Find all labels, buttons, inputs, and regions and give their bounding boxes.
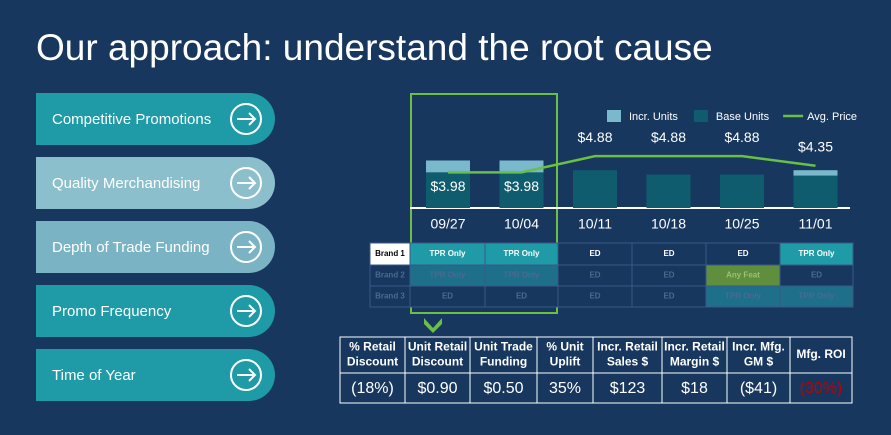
lever-label: Depth of Trade Funding	[52, 239, 210, 256]
promo-label: ED	[811, 271, 822, 280]
metric-header: Incr. Retail	[597, 340, 658, 354]
promo-label: ED	[589, 249, 600, 258]
metric-value: $18	[681, 380, 708, 397]
arrow-circle	[230, 103, 262, 135]
promo-label: TPR Only	[429, 271, 466, 280]
slide-title: Our approach: understand the root cause	[36, 27, 713, 68]
promo-label: ED	[589, 292, 600, 301]
promo-label: ED	[589, 271, 600, 280]
metric-value: $0.50	[483, 380, 523, 397]
arrow-icon	[237, 176, 257, 190]
metric-header: Unit Trade	[474, 340, 533, 354]
bar	[793, 175, 838, 208]
lever-label: Promo Frequency	[52, 303, 172, 320]
promo-label: TPR Only	[429, 249, 466, 258]
metric-header: Mfg. ROI	[796, 347, 845, 361]
brand-name: Brand 1	[375, 249, 405, 258]
price-label: $4.35	[798, 138, 833, 154]
metric-value: (18%)	[351, 380, 394, 397]
price-label: $4.88	[651, 129, 686, 145]
metric-header: Discount	[347, 355, 398, 369]
promo-label: TPR Only	[798, 249, 835, 258]
lever-button[interactable]	[36, 285, 275, 337]
arrow-circle	[230, 295, 262, 327]
arrow-circle	[230, 359, 262, 391]
bar	[499, 172, 544, 208]
brand-name: Brand 3	[375, 292, 405, 301]
x-tick-label: 11/01	[799, 216, 833, 232]
metric-header: Unit Retail	[408, 340, 467, 354]
price-line	[448, 154, 816, 174]
metric-header: Incr. Mfg.	[732, 340, 785, 354]
metric-header: Incr. Retail	[664, 340, 725, 354]
promo-label: Any Feat	[726, 271, 760, 280]
bar	[426, 160, 470, 173]
legend-swatch	[607, 110, 621, 122]
bar	[720, 174, 764, 208]
lever-button[interactable]	[36, 349, 275, 401]
metrics-frame	[339, 336, 853, 404]
bar	[499, 160, 544, 173]
lever-button[interactable]	[36, 157, 275, 209]
price-label: $4.88	[724, 129, 759, 145]
metric-value: $123	[610, 380, 646, 397]
lever-button[interactable]	[36, 93, 275, 145]
arrow-icon	[237, 368, 257, 382]
price-label: $3.98	[504, 178, 539, 194]
arrow-circle	[230, 231, 262, 263]
bar	[646, 174, 691, 208]
price-label: $4.88	[577, 129, 612, 145]
legend-label: Avg. Price	[807, 111, 857, 123]
promo-cell	[779, 285, 854, 308]
legend-swatch	[693, 110, 708, 122]
arrow-icon	[237, 112, 257, 126]
metric-header: % Retail	[349, 340, 396, 354]
metric-header: Margin $	[670, 355, 720, 369]
lever-label: Competitive Promotions	[52, 111, 211, 128]
promo-label: ED	[663, 292, 674, 301]
bar	[573, 170, 617, 208]
metric-value: (30%)	[800, 380, 843, 397]
legend-label: Incr. Units	[629, 111, 678, 123]
bar	[793, 170, 838, 176]
metric-header: Discount	[412, 355, 463, 369]
metric-value: 35%	[549, 380, 581, 397]
x-tick-label: 09/27	[430, 216, 465, 232]
lever-button[interactable]	[36, 221, 275, 273]
promo-label: TPR Only	[503, 249, 540, 258]
metric-header: GM $	[744, 355, 774, 369]
promo-label: TPR Only	[725, 292, 762, 301]
metric-header: Funding	[480, 355, 527, 369]
legend-label: Base Units	[716, 111, 770, 123]
metric-header: Sales $	[607, 355, 649, 369]
highlight-box	[410, 93, 558, 314]
promo-label: ED	[737, 249, 748, 258]
promo-label: ED	[516, 292, 527, 301]
lever-label: Time of Year	[52, 367, 136, 384]
metric-value: ($41)	[740, 380, 777, 397]
arrow-icon	[237, 240, 257, 254]
price-label: $3.98	[430, 178, 465, 194]
x-tick-label: 10/11	[578, 216, 612, 232]
arrow-icon	[237, 304, 257, 318]
x-tick-label: 10/18	[651, 216, 686, 232]
promo-label: ED	[442, 292, 453, 301]
lever-label: Quality Merchandising	[52, 175, 200, 192]
metric-value: $0.90	[417, 380, 457, 397]
promo-label: TPR Only	[503, 271, 540, 280]
chevron	[424, 318, 442, 333]
arrow-circle	[230, 167, 262, 199]
x-tick-label: 10/04	[504, 216, 539, 232]
brand-name: Brand 2	[375, 271, 405, 280]
promo-label: TPR Only	[798, 292, 835, 301]
promo-label: ED	[663, 249, 674, 258]
bar	[426, 172, 470, 208]
promo-label: ED	[663, 271, 674, 280]
metric-header: % Unit	[546, 340, 583, 354]
metric-header: Uplift	[550, 355, 581, 369]
x-tick-label: 10/25	[724, 216, 759, 232]
